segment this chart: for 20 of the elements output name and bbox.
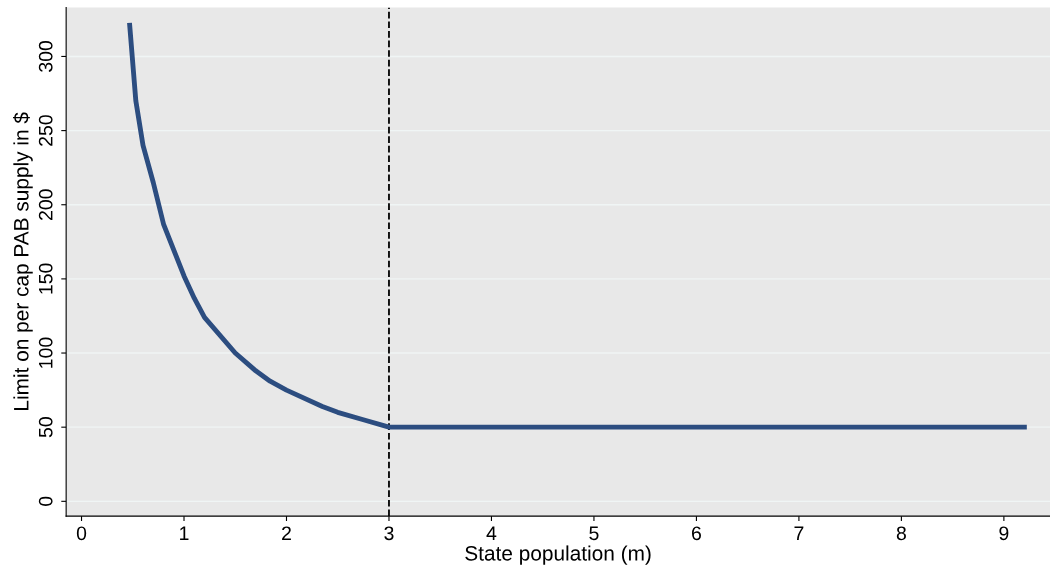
x-tick-label: 7	[794, 526, 804, 540]
x-tick-label: 9	[999, 526, 1009, 541]
x-tick-label: 4	[486, 526, 497, 540]
y-tick-label: 300	[38, 40, 53, 72]
y-tick-label: 0	[38, 496, 53, 506]
y-tick-label: 150	[38, 263, 53, 294]
x-tick-label: 5	[589, 526, 599, 541]
x-axis-title: State population (m)	[465, 545, 651, 565]
x-tick-label: 3	[384, 526, 394, 541]
y-tick-label: 100	[38, 337, 53, 368]
line-series	[127, 22, 1027, 430]
y-tick-label: 250	[38, 115, 53, 146]
x-tick-label: 1	[180, 526, 189, 540]
x-tick-label: 2	[282, 526, 291, 540]
x-tick-label: 8	[896, 526, 906, 541]
y-tick-label: 50	[38, 417, 53, 438]
x-tick-label: 0	[76, 526, 87, 541]
x-tick-label: 6	[692, 526, 701, 541]
y-tick-label: 200	[38, 189, 53, 220]
y-axis-title: Limit on per cap PAB supply in $	[13, 112, 33, 410]
